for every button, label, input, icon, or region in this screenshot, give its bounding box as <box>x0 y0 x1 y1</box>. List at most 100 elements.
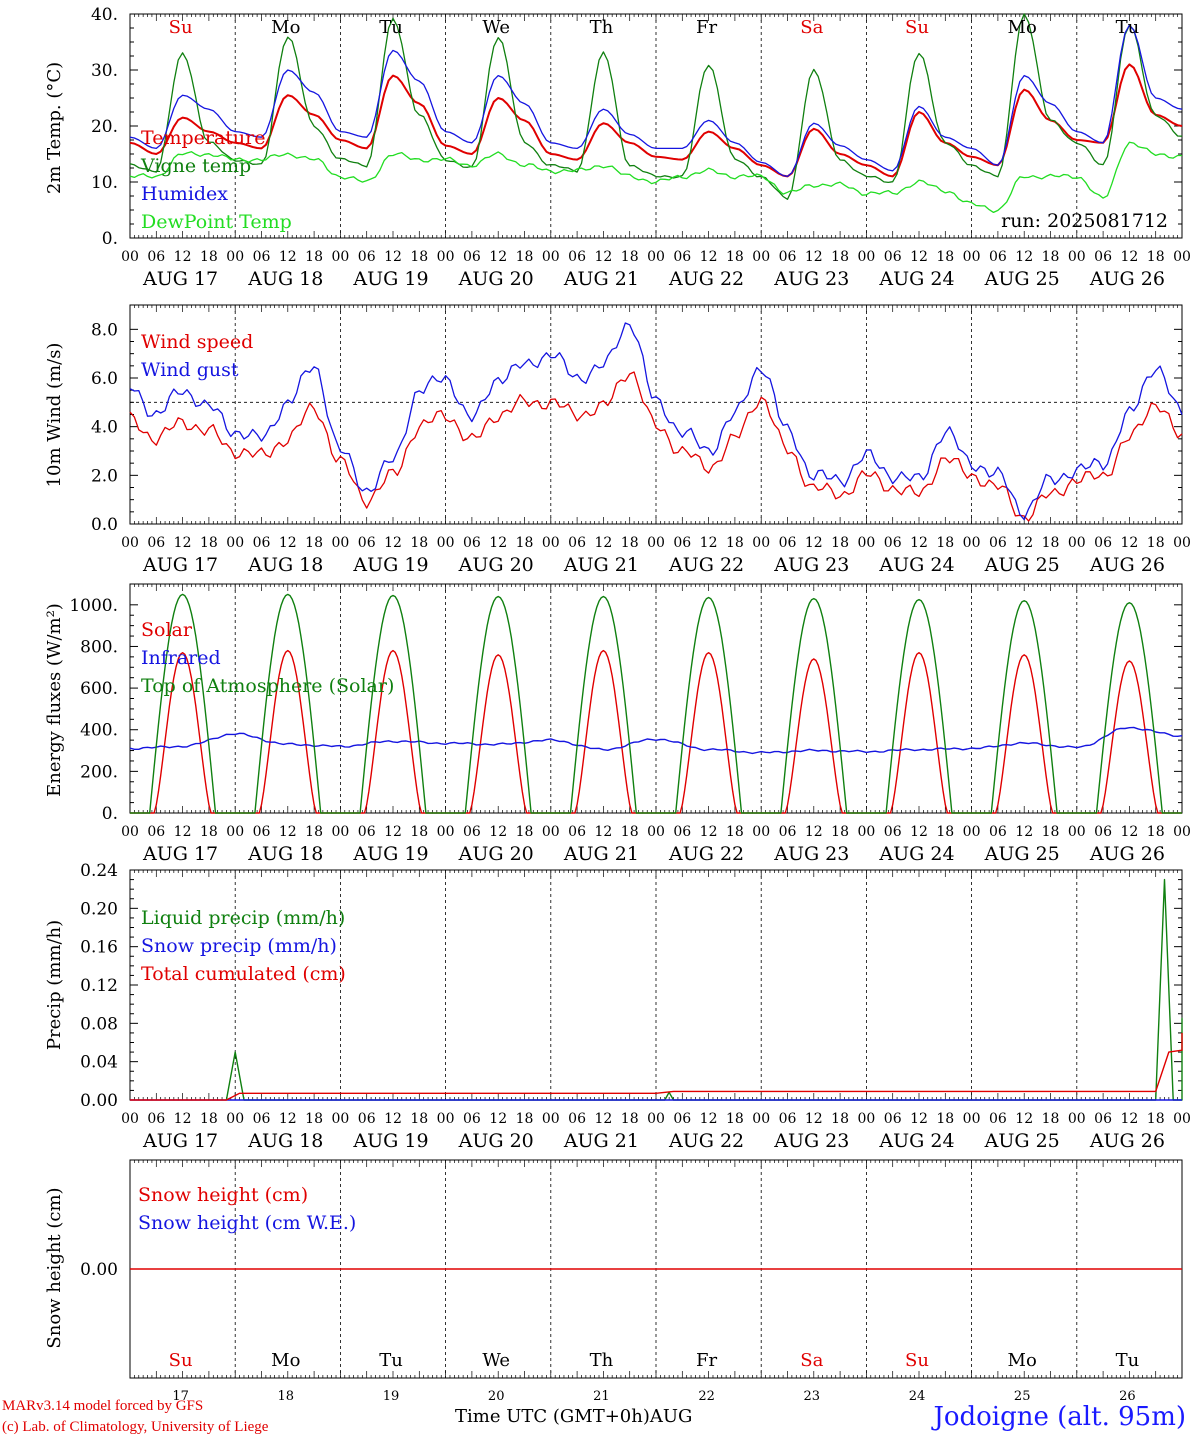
y-tick-label: 10. <box>91 173 118 193</box>
hour-tick-label: 06 <box>884 249 902 265</box>
hour-tick-label: 06 <box>463 535 481 551</box>
hour-tick-label: 12 <box>700 535 718 551</box>
hour-tick-label: 00 <box>1173 824 1191 840</box>
weekday-label: Mo <box>271 1350 300 1371</box>
y-tick-label: 0.04 <box>80 1053 118 1073</box>
hour-tick-label: 00 <box>647 1111 665 1127</box>
date-label: AUG 20 <box>458 843 534 865</box>
legend-entry: Snow height (cm) <box>138 1184 308 1206</box>
date-label: AUG 24 <box>878 554 954 576</box>
hour-tick-label: 18 <box>726 824 744 840</box>
y-tick-label: 400. <box>80 721 118 741</box>
hour-tick-label: 12 <box>174 824 192 840</box>
hour-tick-label: 12 <box>700 824 718 840</box>
hour-tick-label: 06 <box>779 824 797 840</box>
hour-tick-label: 18 <box>516 824 534 840</box>
hour-tick-label: 12 <box>594 535 612 551</box>
hour-tick-label: 18 <box>516 249 534 265</box>
hour-tick-label: 00 <box>857 535 875 551</box>
day-number: 25 <box>1014 1389 1031 1404</box>
hour-tick-label: 18 <box>410 1111 428 1127</box>
hour-tick-label: 06 <box>463 824 481 840</box>
hour-tick-label: 18 <box>1147 824 1165 840</box>
hour-tick-label: 06 <box>147 249 165 265</box>
hour-tick-label: 12 <box>1015 535 1033 551</box>
run-label: run: 2025081712 <box>1001 210 1168 232</box>
series-line-3 <box>130 1032 1183 1101</box>
hour-tick-label: 00 <box>331 249 349 265</box>
hour-tick-label: 06 <box>358 1111 376 1127</box>
date-label: AUG 21 <box>563 843 639 865</box>
hour-tick-label: 18 <box>200 1111 218 1127</box>
hour-tick-label: 18 <box>410 249 428 265</box>
date-label: AUG 22 <box>668 268 744 290</box>
date-label: AUG 25 <box>984 1130 1060 1152</box>
hour-tick-label: 18 <box>305 1111 323 1127</box>
y-tick-label: 0.20 <box>80 899 118 919</box>
hour-tick-label: 18 <box>516 1111 534 1127</box>
hour-tick-label: 06 <box>253 1111 271 1127</box>
hour-tick-label: 06 <box>463 1111 481 1127</box>
hour-tick-label: 06 <box>463 249 481 265</box>
hour-tick-label: 12 <box>594 249 612 265</box>
date-label: AUG 23 <box>773 1130 849 1152</box>
hour-tick-label: 18 <box>1042 535 1060 551</box>
hour-tick-label: 12 <box>489 249 507 265</box>
series-line-3 <box>129 24 1183 178</box>
hour-tick-label: 12 <box>1015 1111 1033 1127</box>
weekday-label: Th <box>590 1350 614 1371</box>
y-tick-label: 20. <box>91 117 118 137</box>
hour-tick-label: 12 <box>384 535 402 551</box>
hour-tick-label: 06 <box>253 535 271 551</box>
hour-tick-label: 00 <box>647 824 665 840</box>
y-axis-label: Snow height (cm) <box>44 1187 65 1348</box>
date-label: AUG 19 <box>352 554 428 576</box>
weekday-label: Fr <box>696 1350 717 1371</box>
y-tick-label: 40. <box>91 5 118 25</box>
hour-tick-label: 06 <box>673 1111 691 1127</box>
day-number: 26 <box>1119 1389 1136 1404</box>
weekday-label: Mo <box>1008 1350 1037 1371</box>
legend-entry: Wind gust <box>141 359 239 381</box>
hour-tick-label: 00 <box>1068 249 1086 265</box>
credit-lab: (c) Lab. of Climatology, University of L… <box>2 1419 269 1435</box>
y-tick-label: 200. <box>80 762 118 782</box>
date-label: AUG 17 <box>142 843 218 865</box>
hour-tick-label: 00 <box>647 249 665 265</box>
date-label: AUG 24 <box>878 268 954 290</box>
hour-tick-label: 12 <box>805 535 823 551</box>
hour-tick-label: 00 <box>857 249 875 265</box>
weekday-label: Tu <box>1116 17 1140 38</box>
y-tick-label: 8.0 <box>91 320 118 340</box>
hour-tick-label: 12 <box>279 249 297 265</box>
hour-tick-label: 06 <box>673 249 691 265</box>
hour-tick-label: 00 <box>542 824 560 840</box>
hour-tick-label: 12 <box>910 249 928 265</box>
date-label: AUG 24 <box>878 1130 954 1152</box>
hour-tick-label: 12 <box>910 535 928 551</box>
panel-3 <box>129 583 1183 814</box>
weekday-label: Tu <box>1116 1350 1140 1371</box>
y-tick-label: 4.0 <box>91 418 118 438</box>
weekday-label: Su <box>169 17 193 38</box>
panel-2 <box>129 304 1183 525</box>
hour-tick-label: 06 <box>989 824 1007 840</box>
weekday-label: We <box>482 1350 510 1371</box>
y-tick-label: 0.00 <box>80 1260 118 1280</box>
hour-tick-label: 18 <box>200 535 218 551</box>
weekday-label: Mo <box>1008 17 1037 38</box>
hour-tick-label: 00 <box>1173 249 1191 265</box>
hour-tick-label: 06 <box>568 1111 586 1127</box>
date-label: AUG 17 <box>142 1130 218 1152</box>
day-number: 19 <box>383 1389 400 1404</box>
hour-tick-label: 12 <box>1120 1111 1138 1127</box>
y-tick-label: 30. <box>91 61 118 81</box>
hour-tick-label: 18 <box>831 535 849 551</box>
legend-entry: Top of Atmosphere (Solar) <box>141 675 394 697</box>
hour-tick-label: 00 <box>542 535 560 551</box>
hour-tick-label: 18 <box>200 249 218 265</box>
legend-entry: DewPoint Temp <box>141 211 292 233</box>
hour-tick-label: 18 <box>726 249 744 265</box>
legend-entry: Total cumulated (cm) <box>141 963 346 985</box>
hour-tick-label: 06 <box>673 824 691 840</box>
